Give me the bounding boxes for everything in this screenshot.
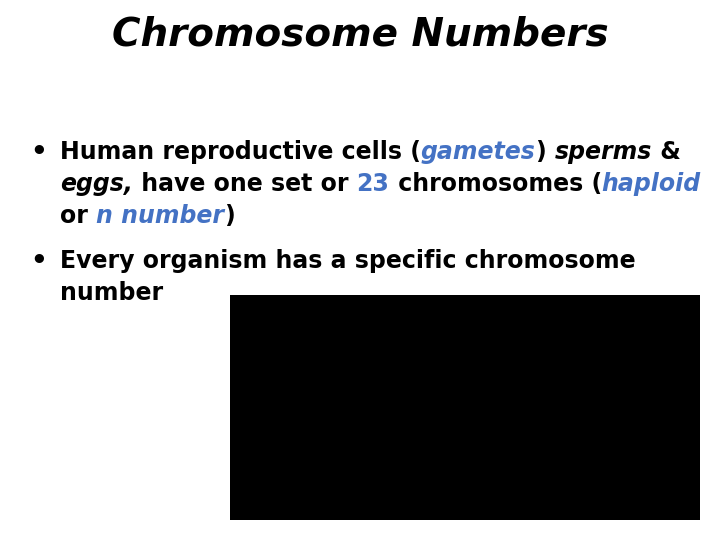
Text: Chromosome Numbers: Chromosome Numbers [112,15,608,53]
Text: have one set or: have one set or [133,172,356,196]
Text: eggs,: eggs, [60,172,133,196]
Text: Every organism has a specific chromosome: Every organism has a specific chromosome [60,249,636,273]
Text: chromosomes (: chromosomes ( [390,172,602,196]
Text: •: • [30,249,47,275]
Text: ): ) [224,204,235,228]
Text: number: number [60,281,163,305]
Text: 23: 23 [356,172,390,196]
Text: ): ) [536,140,555,164]
Text: or: or [60,204,96,228]
Text: sperms: sperms [555,140,652,164]
Text: haploid: haploid [602,172,701,196]
Text: Human reproductive cells (: Human reproductive cells ( [60,140,421,164]
Text: gametes: gametes [421,140,536,164]
Text: •: • [30,140,47,166]
Text: n number: n number [96,204,224,228]
Text: &: & [652,140,689,164]
